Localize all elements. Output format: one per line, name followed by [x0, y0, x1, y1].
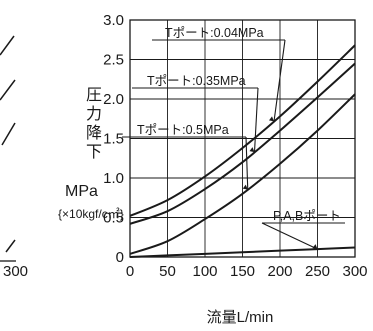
annotation-leader: [253, 87, 259, 153]
plot-frame: [129, 19, 356, 258]
grid: [130, 20, 355, 257]
series-line-1: [129, 62, 356, 225]
series-annotation-label: Tポート:0.04MPa: [165, 26, 264, 40]
x-tick-label: 150: [230, 263, 255, 280]
y-axis-label-char: 力: [86, 105, 102, 123]
series-annotation-label: Tポート:0.35MPa: [147, 74, 246, 88]
y-unit-secondary-label: {×10kgf/c㎡}: [58, 207, 124, 221]
left-fragment-curve: [1, 122, 16, 146]
annotation-leader: [245, 136, 249, 190]
y-tick-label: 1.5: [103, 131, 124, 148]
annotation-group: Tポート:0.04MPa Tポート:0.35MPa Tポート:0.5MPa P,A,B…: [122, 26, 345, 250]
series-annotation-label: Tポート:0.5MPa: [137, 123, 229, 137]
y-tick-label: 3.0: [103, 12, 124, 29]
y-axis-label-char: 圧: [86, 87, 102, 104]
y-tick-label: 0.5: [103, 210, 124, 227]
annotation-leader: [273, 39, 286, 122]
series-line-0: [129, 44, 356, 217]
y-unit-label: MPa: [65, 183, 98, 200]
y-tick-label: 0: [116, 249, 124, 266]
y-tick-label: 2.5: [103, 52, 124, 69]
x-tick-label: 0: [126, 263, 134, 280]
y-tick-labels: 0 0.5 1.0 1.5 2.0 2.5 3.0: [103, 12, 124, 266]
left-fragment-tick-label: 300: [3, 263, 28, 280]
x-tick-labels: 0 50 100 150 200 250 300: [126, 263, 368, 280]
x-tick-label: 200: [267, 263, 292, 280]
annotation-arrowhead: [269, 116, 274, 122]
x-tick-label: 100: [192, 263, 217, 280]
y-axis-label-char: 下: [86, 144, 102, 161]
annotation-leader: [261, 222, 318, 250]
annotation-arrowhead: [249, 147, 255, 153]
annotation-arrowhead: [312, 244, 318, 250]
annotation-arrowhead: [242, 184, 248, 190]
left-fragment-curve: [5, 239, 16, 253]
y-tick-label: 2.0: [103, 91, 124, 108]
x-axis-label: 流量L/min: [207, 309, 274, 326]
left-fragment-curve: [0, 35, 15, 56]
x-tick-label: 50: [159, 263, 176, 280]
series-annotation-label: P,A,Bポート: [273, 209, 341, 223]
left-fragment-curve: [0, 79, 16, 101]
left-chart-fragment: 300: [0, 35, 28, 280]
x-tick-label: 300: [342, 263, 367, 280]
x-tick-label: 250: [305, 263, 330, 280]
y-axis-label-char: 降: [86, 124, 102, 142]
y-tick-label: 1.0: [103, 170, 124, 187]
series-line-2: [129, 93, 356, 255]
